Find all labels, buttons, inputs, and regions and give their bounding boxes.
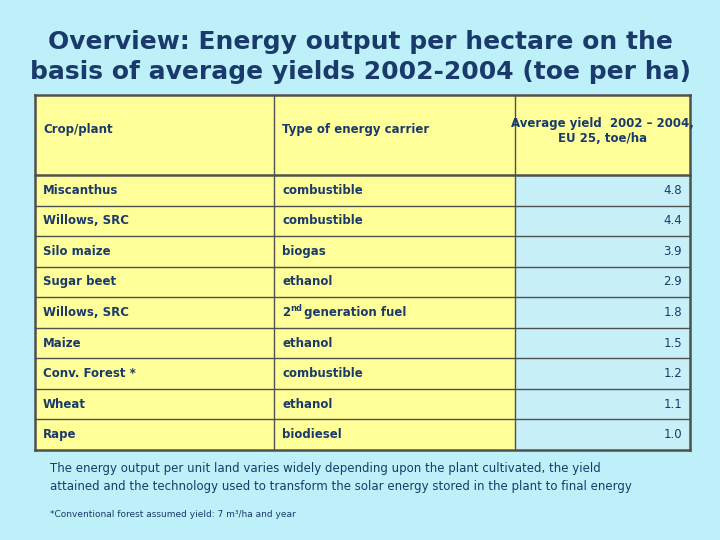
Text: 4.8: 4.8 bbox=[663, 184, 682, 197]
Text: 1.8: 1.8 bbox=[663, 306, 682, 319]
Bar bbox=[35, 359, 515, 389]
Text: The energy output per unit land varies widely depending upon the plant cultivate: The energy output per unit land varies w… bbox=[50, 462, 632, 493]
Text: nd: nd bbox=[290, 304, 302, 313]
Text: Conv. Forest *: Conv. Forest * bbox=[43, 367, 136, 380]
Bar bbox=[35, 236, 515, 267]
Text: 1.5: 1.5 bbox=[663, 336, 682, 349]
Bar bbox=[35, 267, 515, 297]
Text: Sugar beet: Sugar beet bbox=[43, 275, 116, 288]
Text: biodiesel: biodiesel bbox=[282, 428, 342, 441]
Text: 2: 2 bbox=[282, 306, 290, 319]
Text: combustible: combustible bbox=[282, 214, 363, 227]
Text: ethanol: ethanol bbox=[282, 397, 333, 410]
Bar bbox=[35, 297, 515, 328]
Bar bbox=[35, 175, 515, 206]
Bar bbox=[515, 420, 690, 450]
Text: combustible: combustible bbox=[282, 184, 363, 197]
Text: 2.9: 2.9 bbox=[663, 275, 682, 288]
Text: Miscanthus: Miscanthus bbox=[43, 184, 118, 197]
Text: ethanol: ethanol bbox=[282, 275, 333, 288]
Text: basis of average yields 2002-2004 (toe per ha): basis of average yields 2002-2004 (toe p… bbox=[30, 60, 690, 84]
Text: Silo maize: Silo maize bbox=[43, 245, 111, 258]
Bar bbox=[35, 420, 515, 450]
Bar bbox=[35, 206, 515, 236]
Text: biogas: biogas bbox=[282, 245, 326, 258]
Bar bbox=[515, 267, 690, 297]
Text: Average yield  2002 – 2004,
EU 25, toe/ha: Average yield 2002 – 2004, EU 25, toe/ha bbox=[511, 117, 694, 145]
Text: Willows, SRC: Willows, SRC bbox=[43, 306, 129, 319]
Text: Wheat: Wheat bbox=[43, 397, 86, 410]
Bar bbox=[515, 328, 690, 359]
Text: Overview: Energy output per hectare on the: Overview: Energy output per hectare on t… bbox=[48, 30, 672, 54]
Text: Maize: Maize bbox=[43, 336, 81, 349]
Bar bbox=[35, 389, 515, 420]
Bar bbox=[515, 297, 690, 328]
Text: combustible: combustible bbox=[282, 367, 363, 380]
Bar bbox=[515, 175, 690, 206]
Text: Type of energy carrier: Type of energy carrier bbox=[282, 123, 429, 136]
Text: Crop/plant: Crop/plant bbox=[43, 123, 112, 136]
Bar bbox=[35, 95, 690, 175]
Text: 1.2: 1.2 bbox=[663, 367, 682, 380]
Bar bbox=[515, 206, 690, 236]
Text: Willows, SRC: Willows, SRC bbox=[43, 214, 129, 227]
Text: 1.0: 1.0 bbox=[663, 428, 682, 441]
Text: 3.9: 3.9 bbox=[663, 245, 682, 258]
Bar bbox=[35, 328, 515, 359]
Bar bbox=[515, 359, 690, 389]
Text: 1.1: 1.1 bbox=[663, 397, 682, 410]
Text: Rape: Rape bbox=[43, 428, 76, 441]
Text: 4.4: 4.4 bbox=[663, 214, 682, 227]
Bar bbox=[515, 389, 690, 420]
Text: ethanol: ethanol bbox=[282, 336, 333, 349]
Bar bbox=[515, 236, 690, 267]
Text: *Conventional forest assumed yield: 7 m³/ha and year: *Conventional forest assumed yield: 7 m³… bbox=[50, 510, 296, 519]
Text: generation fuel: generation fuel bbox=[300, 306, 407, 319]
